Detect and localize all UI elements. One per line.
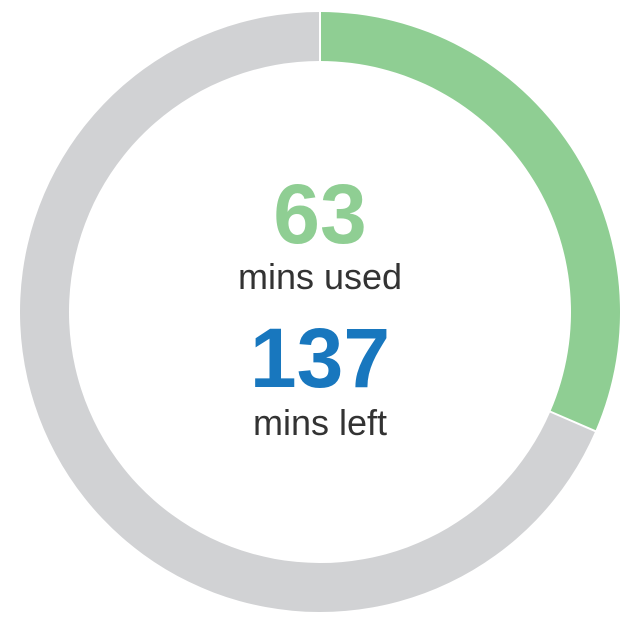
mins-left-label: mins left	[252, 402, 388, 443]
slice-divider	[548, 409, 598, 433]
mins-used-value: 63	[273, 167, 367, 261]
slice-mins-used	[320, 12, 621, 432]
mins-used-label: mins used	[237, 256, 403, 297]
mins-left-value: 137	[249, 311, 391, 405]
